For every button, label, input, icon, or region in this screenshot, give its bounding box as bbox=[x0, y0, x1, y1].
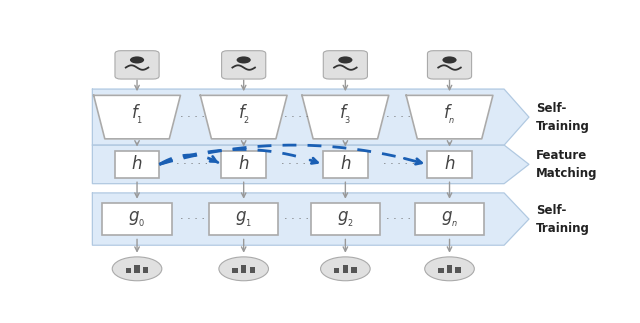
Text: · · · ·: · · · · bbox=[387, 214, 412, 224]
Text: · · · · ·: · · · · · bbox=[176, 159, 208, 169]
Text: $f_{_2}$: $f_{_2}$ bbox=[237, 103, 250, 126]
Text: · · · ·: · · · · bbox=[284, 112, 309, 122]
Bar bbox=[415, 203, 484, 235]
Polygon shape bbox=[302, 95, 388, 139]
Bar bbox=[143, 267, 148, 273]
Text: Self-
Training: Self- Training bbox=[536, 102, 590, 133]
Circle shape bbox=[339, 57, 353, 64]
Bar bbox=[102, 203, 172, 235]
Polygon shape bbox=[92, 193, 529, 245]
FancyBboxPatch shape bbox=[428, 51, 472, 79]
Bar bbox=[438, 268, 444, 273]
Bar bbox=[428, 151, 472, 178]
Text: · · · ·: · · · · bbox=[387, 112, 412, 122]
Text: $f_{_1}$: $f_{_1}$ bbox=[131, 103, 143, 126]
Circle shape bbox=[130, 57, 144, 64]
Circle shape bbox=[442, 57, 456, 64]
Bar bbox=[134, 265, 140, 273]
Polygon shape bbox=[406, 95, 493, 139]
FancyBboxPatch shape bbox=[115, 51, 159, 79]
Text: $f_{_3}$: $f_{_3}$ bbox=[339, 103, 351, 126]
Circle shape bbox=[237, 57, 251, 64]
Bar bbox=[310, 203, 380, 235]
Text: $h$: $h$ bbox=[444, 155, 455, 173]
Text: $g_{_2}$: $g_{_2}$ bbox=[337, 210, 354, 229]
Bar bbox=[456, 267, 461, 273]
Polygon shape bbox=[200, 95, 287, 139]
Ellipse shape bbox=[219, 257, 269, 281]
Text: Self-
Training: Self- Training bbox=[536, 203, 590, 234]
Ellipse shape bbox=[321, 257, 370, 281]
Bar bbox=[334, 268, 339, 273]
Text: $g_{_1}$: $g_{_1}$ bbox=[235, 210, 252, 229]
Bar bbox=[447, 265, 452, 273]
Bar bbox=[351, 267, 356, 273]
Text: $g_{_0}$: $g_{_0}$ bbox=[129, 210, 146, 229]
Text: Feature
Matching: Feature Matching bbox=[536, 149, 598, 180]
Bar bbox=[241, 265, 246, 273]
Bar bbox=[323, 151, 368, 178]
Text: $h$: $h$ bbox=[131, 155, 143, 173]
Text: $g_{_n}$: $g_{_n}$ bbox=[441, 210, 458, 229]
Text: · · · ·: · · · · bbox=[180, 112, 205, 122]
Polygon shape bbox=[93, 95, 180, 139]
Ellipse shape bbox=[425, 257, 474, 281]
Text: $h$: $h$ bbox=[340, 155, 351, 173]
FancyBboxPatch shape bbox=[221, 51, 266, 79]
Ellipse shape bbox=[112, 257, 162, 281]
Text: · · · · ·: · · · · · bbox=[383, 159, 415, 169]
Text: $f_{_n}$: $f_{_n}$ bbox=[444, 103, 456, 126]
Bar bbox=[342, 265, 348, 273]
Polygon shape bbox=[92, 145, 529, 184]
Bar bbox=[221, 151, 266, 178]
Text: $h$: $h$ bbox=[238, 155, 250, 173]
Bar bbox=[209, 203, 278, 235]
Bar bbox=[125, 268, 131, 273]
Bar bbox=[115, 151, 159, 178]
FancyBboxPatch shape bbox=[323, 51, 367, 79]
Text: · · · · ·: · · · · · bbox=[281, 159, 313, 169]
Polygon shape bbox=[92, 89, 529, 145]
Bar bbox=[232, 268, 237, 273]
Text: · · · ·: · · · · bbox=[284, 214, 309, 224]
Text: · · · ·: · · · · bbox=[180, 214, 205, 224]
Bar bbox=[250, 267, 255, 273]
